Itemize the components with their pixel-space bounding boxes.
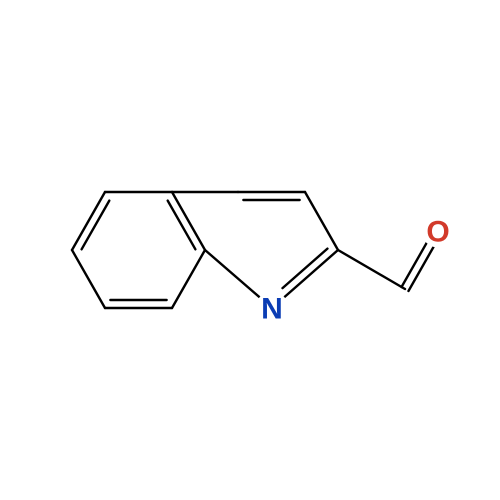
- molecule-svg: NO: [0, 0, 500, 500]
- molecule-canvas: NO: [0, 0, 500, 500]
- atom-label-o12: O: [426, 216, 449, 249]
- atom-label-n10: N: [261, 293, 283, 326]
